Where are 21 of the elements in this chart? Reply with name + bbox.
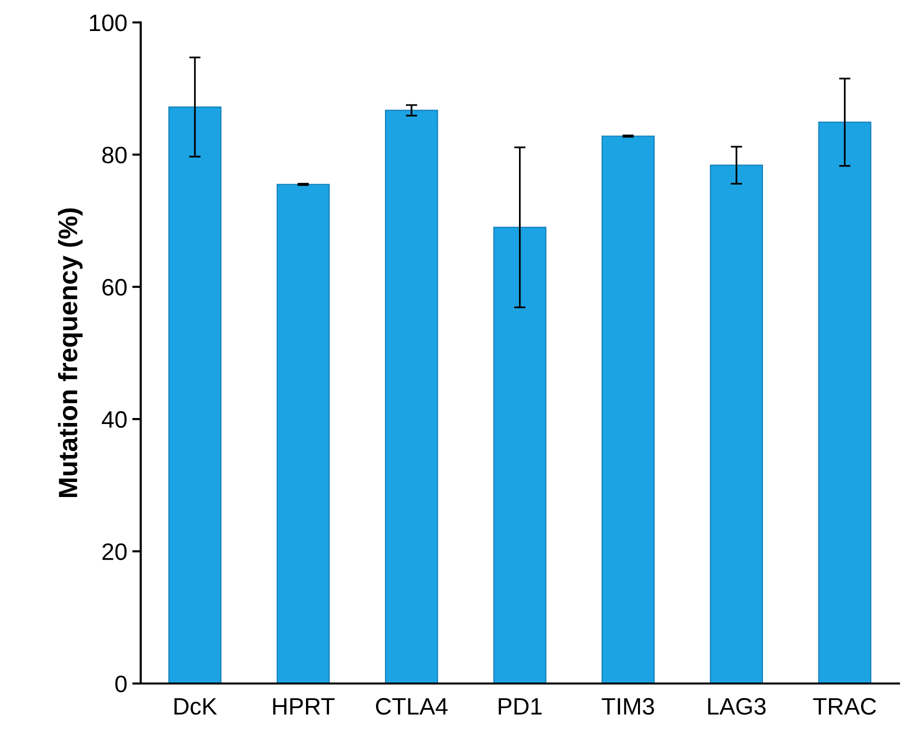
- bar: [384, 110, 438, 684]
- x-tick-label: PD1: [498, 698, 542, 715]
- x-tick-label: HPRT: [273, 698, 335, 715]
- bar: [168, 106, 222, 684]
- x-tick-label: TIM3: [602, 698, 654, 715]
- x-tick-label: CTLA4: [376, 698, 448, 715]
- y-tick-label: 40: [102, 411, 127, 428]
- y-axis-title: Mutation frequency (%): [58, 208, 83, 498]
- x-tick-label: LAG3: [708, 698, 766, 715]
- y-tick-label: 100: [90, 14, 127, 32]
- bar: [602, 136, 655, 684]
- x-tick-label: TRAC: [813, 698, 876, 715]
- bar: [493, 226, 546, 684]
- y-tick-label: 0: [115, 676, 127, 692]
- y-tick-label: 60: [102, 278, 127, 296]
- x-tick-label: DcK: [174, 698, 217, 715]
- y-tick-label: 20: [102, 543, 127, 560]
- bar: [276, 184, 330, 684]
- bar: [710, 164, 764, 684]
- y-tick-label: 80: [102, 146, 127, 164]
- bar: [818, 122, 872, 684]
